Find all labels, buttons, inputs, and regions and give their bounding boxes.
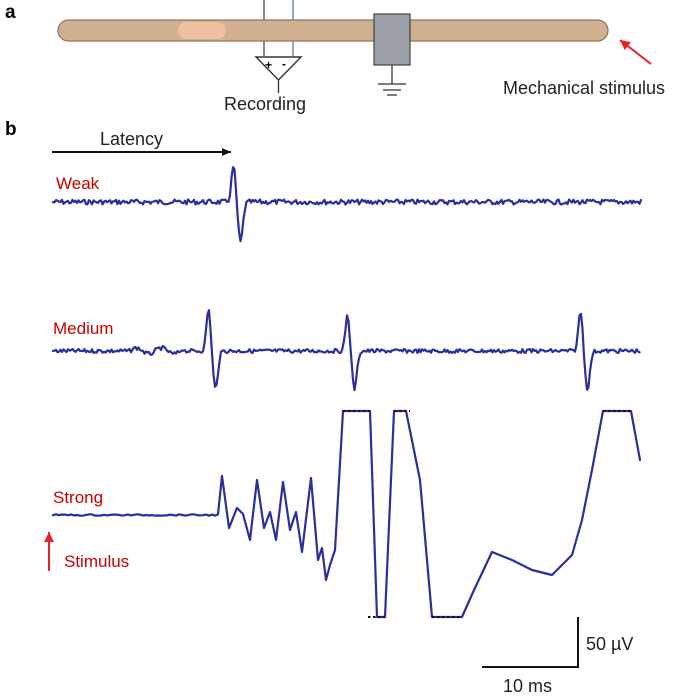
- mechanical-stimulus-label: Mechanical stimulus: [503, 78, 665, 98]
- nerve-patch: [178, 22, 226, 39]
- nerve-fiber: [57, 19, 609, 42]
- ground-electrode-box: [373, 13, 411, 66]
- mechanical-stimulus-arrow: [619, 39, 652, 65]
- scale-voltage-label: 50 µV: [586, 634, 633, 654]
- trace-strong: [51, 409, 642, 619]
- amplifier-plus: +: [265, 58, 272, 72]
- trace-label-strong: Strong: [53, 488, 103, 507]
- panel-b-label: b: [5, 119, 17, 140]
- stimulus-label: Stimulus: [64, 552, 129, 571]
- scale-time-label: 10 ms: [503, 676, 552, 696]
- trace-medium: [51, 309, 641, 392]
- trace-weak: [51, 166, 643, 243]
- saturation-markers: [343, 410, 631, 618]
- trace-label-medium: Medium: [53, 319, 113, 338]
- latency-label: Latency: [100, 129, 163, 149]
- trace-label-weak: Weak: [56, 174, 100, 193]
- scale-bar: [482, 617, 579, 668]
- amplifier-icon: [254, 56, 303, 82]
- amplifier-minus: -: [282, 57, 286, 71]
- panel-a-label: a: [5, 2, 16, 23]
- recording-label: Recording: [224, 94, 306, 114]
